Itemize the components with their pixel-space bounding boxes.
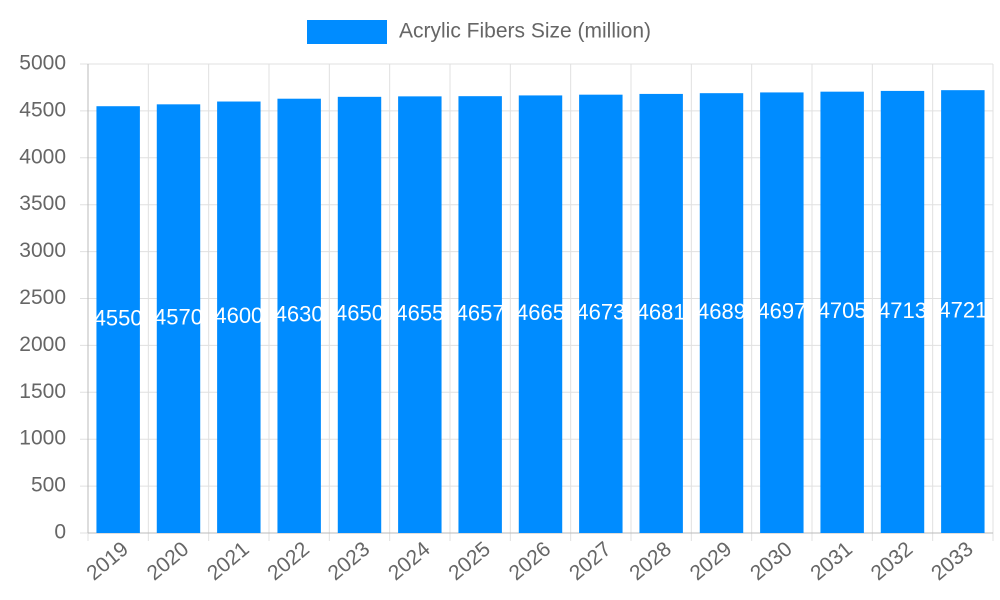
bar xyxy=(699,93,744,533)
data-label: 4705 xyxy=(818,298,867,323)
y-tick-label: 500 xyxy=(31,474,66,497)
y-tick-label: 2000 xyxy=(19,333,66,356)
data-label: 4657 xyxy=(456,300,505,325)
bar xyxy=(579,94,623,533)
x-tick-label: 2032 xyxy=(867,537,918,585)
x-tick-label: 2020 xyxy=(143,537,194,585)
y-tick-label: 3000 xyxy=(19,239,66,262)
data-label: 4630 xyxy=(275,302,324,327)
x-tick-label: 2033 xyxy=(927,537,978,585)
x-tick-label: 2024 xyxy=(384,537,435,585)
y-tick-label: 3500 xyxy=(19,192,66,215)
x-tick-label: 2031 xyxy=(806,537,857,585)
bar xyxy=(398,96,442,534)
y-tick-label: 4500 xyxy=(19,98,66,121)
x-tick-label: 2028 xyxy=(625,537,676,585)
bar xyxy=(518,95,563,533)
data-label: 4550 xyxy=(94,305,143,330)
y-tick-label: 0 xyxy=(54,521,66,544)
x-tick-label: 2025 xyxy=(444,537,495,585)
bar xyxy=(337,96,382,533)
y-tick-label: 4000 xyxy=(19,145,66,168)
bar xyxy=(639,93,683,533)
bar xyxy=(217,101,261,534)
x-tick-label: 2021 xyxy=(203,537,254,585)
x-tick-label: 2027 xyxy=(565,537,616,585)
bar xyxy=(820,91,864,534)
bar xyxy=(277,98,321,534)
bar xyxy=(880,90,925,534)
y-tick-label: 5000 xyxy=(19,52,66,75)
data-label: 4570 xyxy=(154,304,203,329)
data-label: 4697 xyxy=(757,299,806,324)
bar xyxy=(760,92,804,534)
legend-label: Acrylic Fibers Size (million) xyxy=(399,20,651,43)
bar xyxy=(941,90,985,533)
legend-swatch xyxy=(307,20,387,44)
data-label: 4655 xyxy=(395,300,444,325)
data-label: 4713 xyxy=(878,298,927,323)
data-label: 4665 xyxy=(516,300,565,325)
data-label: 4681 xyxy=(637,299,686,324)
y-tick-label: 2500 xyxy=(19,286,66,309)
bar xyxy=(96,106,140,534)
x-tick-label: 2022 xyxy=(263,537,314,585)
data-label: 4689 xyxy=(697,299,746,324)
x-tick-label: 2023 xyxy=(324,537,375,585)
y-tick-label: 1500 xyxy=(19,380,66,403)
x-tick-label: 2030 xyxy=(746,537,797,585)
data-label: 4673 xyxy=(576,300,625,325)
x-tick-label: 2029 xyxy=(686,537,737,585)
x-tick-label: 2026 xyxy=(505,537,556,585)
bar xyxy=(156,104,201,534)
data-label: 4650 xyxy=(335,301,384,326)
data-label: 4721 xyxy=(938,297,987,322)
data-label: 4600 xyxy=(214,303,263,328)
x-tick-label: 2019 xyxy=(82,537,133,585)
bar xyxy=(458,96,502,533)
y-tick-label: 1000 xyxy=(19,427,66,450)
